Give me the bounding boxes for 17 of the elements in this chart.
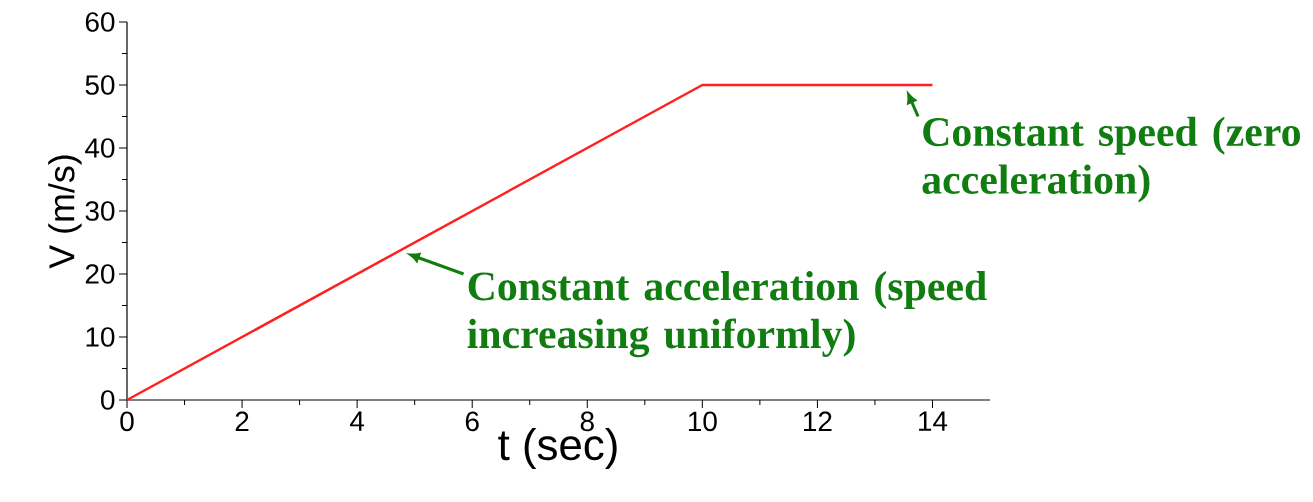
y-tick-label: 40	[85, 138, 115, 158]
x-tick-label: 10	[688, 411, 717, 432]
y-tick-label: 0	[101, 390, 115, 410]
annotation: Constant acceleration (speed increasing uniformly)	[467, 271, 987, 358]
x-tick-label: 14	[919, 411, 948, 431]
y-axis-title: V (m/s)	[48, 155, 82, 269]
y-tick-label: 60	[85, 12, 115, 32]
x-tick-label: 0	[120, 411, 134, 432]
y-tick-label: 50	[85, 75, 115, 95]
x-tick-label: 12	[804, 411, 832, 431]
y-tick-label: 10	[86, 327, 115, 347]
y-tick-label: 30	[85, 201, 115, 221]
x-tick-label: 6	[465, 411, 479, 432]
annotation: Constant speed (zero acceleration)	[922, 116, 1301, 203]
x-tick-label: 4	[350, 411, 365, 431]
x-tick-label: 2	[235, 411, 249, 431]
y-tick-label: 20	[85, 264, 115, 284]
